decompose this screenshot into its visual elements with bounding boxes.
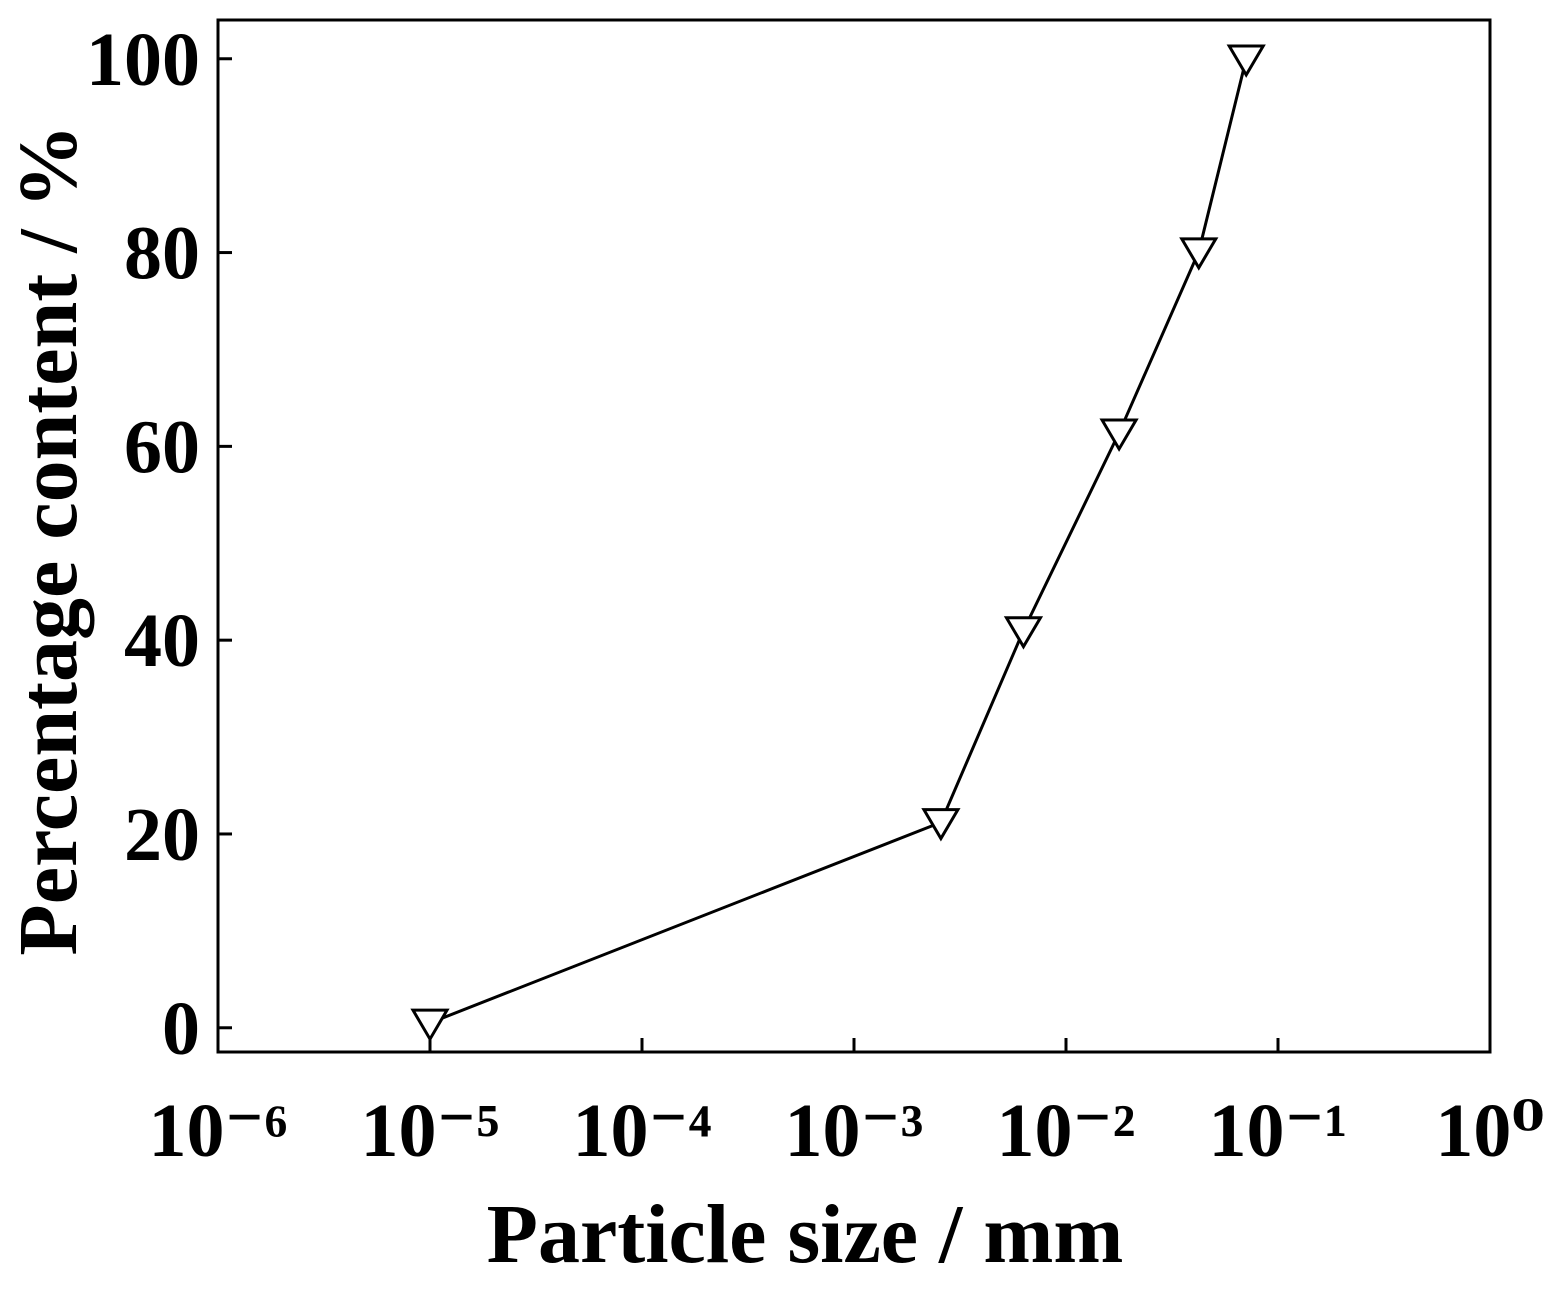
y-tick-label: 100: [86, 18, 200, 102]
x-axis-label: Particle size / mm: [487, 1188, 1124, 1281]
x-tick-label: 10⁻⁴: [573, 1089, 712, 1173]
data-line: [429, 58, 1248, 1025]
x-tick-label: 10⁻³: [785, 1089, 924, 1173]
x-tick-label: 10⁻⁵: [361, 1089, 500, 1173]
x-tick-label: 10⁻⁶: [149, 1089, 288, 1173]
marker: [1226, 44, 1266, 78]
y-tick-label: 60: [124, 405, 200, 489]
x-tick-label: 10⁰: [1435, 1089, 1544, 1173]
y-tick-label: 0: [162, 987, 200, 1071]
marker: [410, 1008, 450, 1043]
y-tick-label: 80: [124, 212, 200, 296]
marker: [921, 808, 961, 842]
marker: [1179, 237, 1219, 271]
y-tick-label: 20: [124, 793, 200, 877]
plot-frame: [216, 18, 1492, 1054]
marker: [1003, 616, 1044, 650]
x-tick-label: 10⁻¹: [1209, 1089, 1348, 1173]
y-axis-label: Percentage content / %: [2, 124, 95, 955]
marker: [1099, 418, 1139, 452]
y-tick-label: 40: [124, 599, 200, 683]
x-tick-label: 10⁻²: [997, 1089, 1136, 1173]
